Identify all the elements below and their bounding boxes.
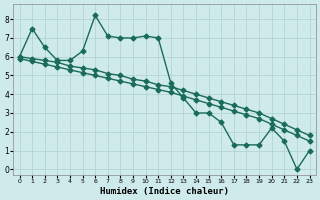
X-axis label: Humidex (Indice chaleur): Humidex (Indice chaleur) (100, 187, 229, 196)
